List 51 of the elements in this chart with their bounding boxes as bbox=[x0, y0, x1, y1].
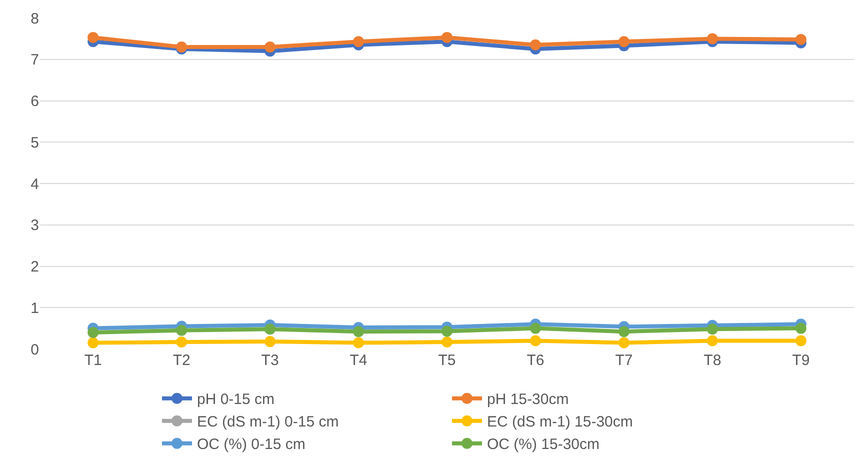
x-tick-label: T3 bbox=[261, 352, 279, 369]
point bbox=[88, 337, 99, 348]
point bbox=[264, 41, 276, 52]
point bbox=[795, 335, 806, 346]
y-tick-label: 5 bbox=[30, 134, 39, 152]
point bbox=[795, 322, 806, 334]
point bbox=[618, 326, 630, 338]
point bbox=[530, 39, 541, 50]
point bbox=[618, 337, 630, 348]
y-tick-label: 3 bbox=[30, 217, 39, 234]
point bbox=[353, 326, 364, 338]
point bbox=[530, 322, 541, 334]
point bbox=[442, 32, 452, 43]
x-tick-label: T8 bbox=[704, 352, 722, 369]
point bbox=[706, 335, 718, 346]
y-tick-label: 7 bbox=[30, 52, 39, 69]
y-tick-label: 2 bbox=[30, 258, 39, 276]
point bbox=[442, 326, 452, 337]
legend-label: pH 0-15 cm bbox=[197, 391, 275, 408]
point bbox=[176, 336, 188, 348]
x-tick-label: T6 bbox=[526, 352, 544, 369]
x-tick-label: T2 bbox=[172, 352, 190, 369]
point bbox=[353, 36, 364, 48]
y-tick-label: 6 bbox=[30, 93, 39, 110]
legend-label: EC (dS m-1) 15-30cm bbox=[487, 414, 633, 431]
legend-label: OC (%) 15-30cm bbox=[487, 436, 600, 454]
point bbox=[530, 335, 541, 346]
point bbox=[442, 336, 452, 348]
point bbox=[264, 324, 276, 335]
y-tick-label: 4 bbox=[30, 176, 39, 193]
x-tick-label: T1 bbox=[84, 352, 102, 369]
x-tick-label: T4 bbox=[350, 352, 368, 369]
point bbox=[264, 336, 276, 348]
y-tick-label: 0 bbox=[30, 341, 39, 358]
point bbox=[706, 33, 718, 44]
point bbox=[618, 36, 630, 48]
point bbox=[176, 41, 188, 52]
x-tick-label: T9 bbox=[792, 352, 810, 369]
legend-label: EC (dS m-1) 0-15 cm bbox=[197, 414, 339, 431]
point bbox=[795, 34, 806, 46]
x-tick-label: T7 bbox=[615, 352, 633, 369]
y-tick-label: 8 bbox=[30, 10, 39, 28]
legend-label: pH 15-30cm bbox=[487, 391, 569, 408]
point bbox=[88, 32, 99, 43]
legend-label: OC (%) 0-15 cm bbox=[197, 436, 306, 454]
x-tick-label: T5 bbox=[438, 352, 456, 369]
point bbox=[88, 326, 99, 338]
point bbox=[176, 324, 188, 336]
y-tick-label: 1 bbox=[30, 300, 39, 317]
point bbox=[353, 337, 364, 348]
point bbox=[706, 324, 718, 335]
